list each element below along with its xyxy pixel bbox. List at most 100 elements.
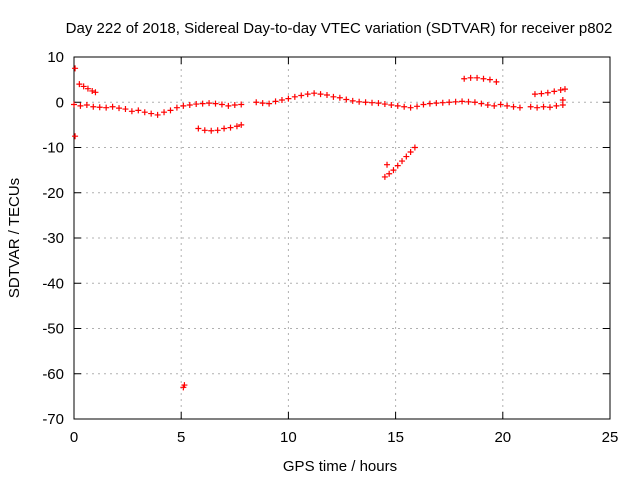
data-point	[214, 127, 221, 134]
data-point	[148, 110, 155, 117]
data-point	[92, 89, 99, 96]
data-point	[433, 100, 440, 107]
data-point	[259, 100, 266, 107]
data-point	[343, 96, 350, 103]
data-series	[71, 65, 568, 391]
data-point	[72, 133, 79, 140]
data-point	[426, 100, 433, 107]
data-point	[459, 98, 466, 105]
data-point	[497, 101, 504, 108]
data-point	[84, 85, 91, 92]
data-point	[471, 99, 478, 106]
data-point	[414, 103, 421, 110]
data-point	[491, 102, 498, 109]
data-point	[77, 102, 84, 109]
data-point	[96, 104, 103, 111]
data-point	[272, 98, 279, 105]
data-point	[527, 103, 534, 110]
data-point	[401, 103, 408, 110]
data-point	[233, 123, 240, 130]
data-point	[510, 103, 517, 110]
data-point	[403, 153, 410, 160]
x-tick-label: 25	[602, 429, 619, 446]
data-point	[480, 75, 487, 82]
data-point	[154, 111, 161, 118]
y-axis-label: SDTVAR / TECUs	[6, 178, 23, 298]
y-tick-label: -60	[42, 366, 64, 383]
data-point	[201, 127, 208, 134]
data-point	[311, 90, 318, 97]
data-point	[356, 98, 363, 105]
data-point	[161, 109, 168, 116]
data-point	[218, 101, 225, 108]
data-point	[128, 108, 135, 115]
data-point	[384, 161, 391, 168]
data-point	[493, 78, 500, 85]
data-point	[486, 76, 493, 83]
data-point	[474, 74, 481, 81]
data-point	[304, 91, 311, 98]
data-point	[212, 100, 219, 107]
data-point	[72, 65, 79, 72]
data-point	[381, 101, 388, 108]
data-point	[195, 125, 202, 132]
data-point	[516, 104, 523, 111]
series-group	[253, 90, 523, 111]
data-point	[544, 89, 551, 96]
data-point	[238, 121, 245, 128]
data-point	[71, 101, 77, 108]
data-point	[386, 170, 393, 177]
series-group	[461, 74, 500, 85]
data-point	[330, 93, 337, 100]
data-point	[461, 75, 468, 82]
data-point	[531, 91, 538, 98]
data-point	[446, 99, 453, 106]
y-tick-label: -40	[42, 275, 64, 292]
data-point	[193, 101, 200, 108]
data-point	[109, 103, 116, 110]
data-point	[89, 87, 96, 94]
axis-ticks	[73, 56, 611, 420]
chart-title: Day 222 of 2018, Sidereal Day-to-day VTE…	[66, 20, 613, 37]
data-point	[452, 98, 459, 105]
data-point	[167, 107, 174, 114]
data-point	[388, 101, 395, 108]
data-point	[394, 162, 401, 169]
data-point	[141, 109, 148, 116]
data-point	[278, 96, 285, 103]
data-point	[504, 102, 511, 109]
data-point	[253, 99, 260, 106]
data-point	[206, 100, 213, 107]
data-point	[546, 104, 553, 111]
x-tick-label: 15	[387, 429, 404, 446]
y-tick-label: 10	[47, 49, 64, 66]
x-tick-label: 20	[494, 429, 511, 446]
data-point	[557, 87, 564, 94]
y-tick-label: -20	[42, 185, 64, 202]
data-point	[225, 102, 232, 109]
series-group	[527, 101, 566, 111]
data-point	[407, 149, 414, 156]
data-point	[90, 103, 97, 110]
x-tick-label: 10	[280, 429, 297, 446]
data-point	[291, 93, 298, 100]
data-point	[349, 97, 356, 104]
data-point	[186, 101, 193, 108]
data-point	[467, 74, 474, 81]
y-tick-labels: 10 0 -10 -20 -30 -40 -50 -60 -70	[42, 49, 64, 428]
data-point	[221, 125, 228, 132]
data-point	[484, 101, 491, 108]
data-point	[238, 101, 245, 108]
data-point	[323, 92, 330, 99]
data-point	[540, 103, 547, 110]
y-tick-label: -10	[42, 140, 64, 157]
data-point	[439, 99, 446, 106]
data-point	[227, 124, 234, 131]
data-point	[122, 106, 129, 113]
data-point	[534, 104, 541, 111]
data-point	[231, 101, 238, 108]
data-point	[180, 102, 187, 109]
series-group	[531, 86, 568, 98]
data-point	[83, 101, 90, 108]
data-point	[116, 105, 123, 112]
